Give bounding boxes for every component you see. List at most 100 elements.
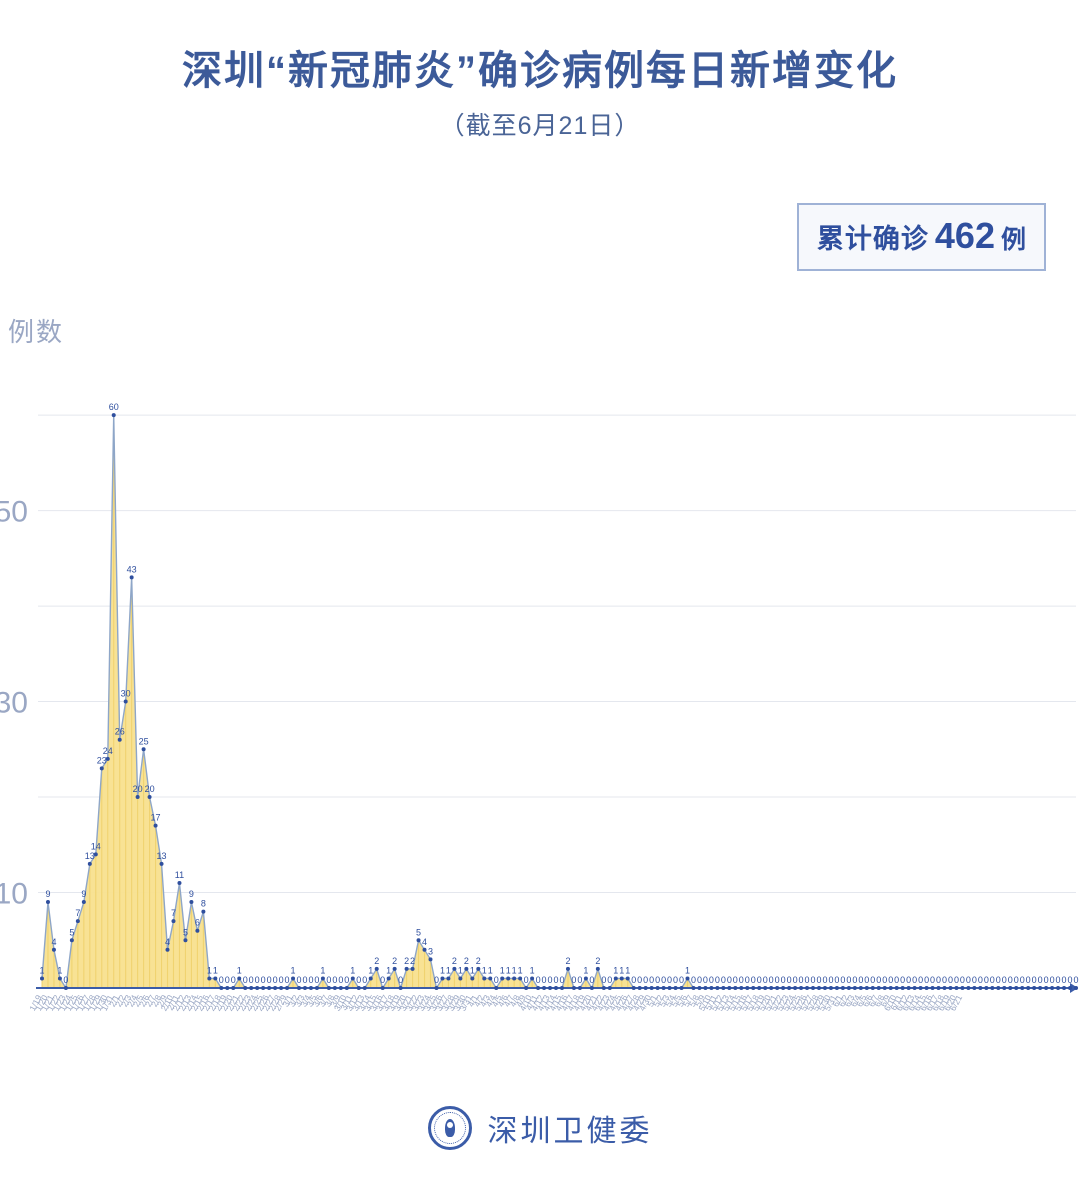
page-title: 深圳“新冠肺炎”确诊病例每日新增变化 (182, 49, 898, 93)
value-label: 0 (279, 975, 284, 985)
value-label: 2 (392, 956, 397, 966)
data-point (1074, 986, 1078, 990)
value-label: 1 (207, 965, 212, 975)
data-point (308, 986, 313, 990)
data-point (524, 986, 529, 990)
data-point (619, 976, 624, 981)
data-point-markers (40, 413, 1078, 990)
data-point (458, 976, 463, 981)
value-label: 0 (398, 975, 403, 985)
value-label: 0 (542, 975, 547, 985)
value-label: 1 (237, 965, 242, 975)
data-point (225, 986, 230, 990)
data-point (147, 795, 152, 800)
data-point (219, 986, 224, 990)
data-point (858, 986, 863, 990)
value-label: 0 (858, 975, 863, 985)
value-label: 6 (195, 918, 200, 928)
data-point (972, 986, 977, 990)
data-point (63, 986, 68, 990)
value-label: 0 (984, 975, 989, 985)
value-label: 0 (918, 975, 923, 985)
value-label: 13 (85, 851, 95, 861)
data-point (637, 986, 642, 990)
value-label: 0 (261, 975, 266, 985)
value-label: 0 (308, 975, 313, 985)
data-point (99, 766, 104, 771)
data-point (285, 986, 290, 990)
value-label: 0 (709, 975, 714, 985)
value-label: 0 (721, 975, 726, 985)
value-label: 0 (1056, 975, 1061, 985)
data-point (649, 986, 654, 990)
data-point (302, 986, 307, 990)
data-point (518, 976, 523, 981)
data-point (1014, 986, 1019, 990)
value-label: 0 (649, 975, 654, 985)
value-label: 7 (171, 908, 176, 918)
data-point (948, 986, 953, 990)
data-point (494, 986, 499, 990)
value-label: 0 (990, 975, 995, 985)
value-label: 0 (834, 975, 839, 985)
data-point (727, 986, 732, 990)
value-label: 0 (888, 975, 893, 985)
data-point (476, 966, 481, 971)
data-point (291, 976, 296, 981)
value-label: 0 (559, 975, 564, 985)
value-label: 0 (876, 975, 881, 985)
value-label: 0 (679, 975, 684, 985)
value-label: 0 (267, 975, 272, 985)
data-point (249, 986, 254, 990)
data-point (625, 976, 630, 981)
value-label: 1 (518, 965, 523, 975)
value-label: 0 (787, 975, 792, 985)
data-point (422, 947, 427, 952)
data-point (380, 986, 385, 990)
value-label: 60 (109, 402, 119, 412)
y-tick-label-30: 30 (0, 687, 28, 720)
data-point (111, 413, 116, 418)
value-label: 0 (667, 975, 672, 985)
value-label: 0 (942, 975, 947, 985)
value-label: 7 (75, 908, 80, 918)
value-label: 11 (175, 870, 184, 880)
data-point (757, 986, 762, 990)
value-label: 2 (410, 956, 415, 966)
value-label: 0 (900, 975, 905, 985)
data-point (763, 986, 768, 990)
value-label: 0 (781, 975, 786, 985)
data-point (894, 986, 899, 990)
area-stripes (41, 415, 689, 988)
data-point (643, 986, 648, 990)
value-label: 5 (69, 927, 74, 937)
chart-area: 10 30 50 1 9 4 1 0 5 7 9 13 14 23 24 60 26 30 43 20 25 20 17 13… (0, 360, 1080, 1040)
data-point (846, 986, 851, 990)
value-label: 0 (864, 975, 869, 985)
data-point (356, 986, 361, 990)
data-point (69, 938, 74, 943)
value-label: 1 (320, 965, 325, 975)
value-label: 0 (643, 975, 648, 985)
data-point (362, 986, 367, 990)
data-point (536, 986, 541, 990)
data-point (105, 756, 110, 761)
data-point (703, 986, 708, 990)
value-label: 0 (344, 975, 349, 985)
value-label: 0 (249, 975, 254, 985)
value-label: 0 (231, 975, 236, 985)
value-label: 1 (470, 965, 475, 975)
value-label: 0 (219, 975, 224, 985)
data-point (93, 852, 98, 857)
data-point (338, 986, 343, 990)
value-label: 2 (565, 956, 570, 966)
value-label: 0 (607, 975, 612, 985)
data-point (386, 976, 391, 981)
data-point (697, 986, 702, 990)
data-point (135, 795, 140, 800)
value-label: 1 (530, 965, 535, 975)
value-label: 8 (201, 899, 206, 909)
data-point (793, 986, 798, 990)
data-point (470, 976, 475, 981)
value-label: 0 (1014, 975, 1019, 985)
